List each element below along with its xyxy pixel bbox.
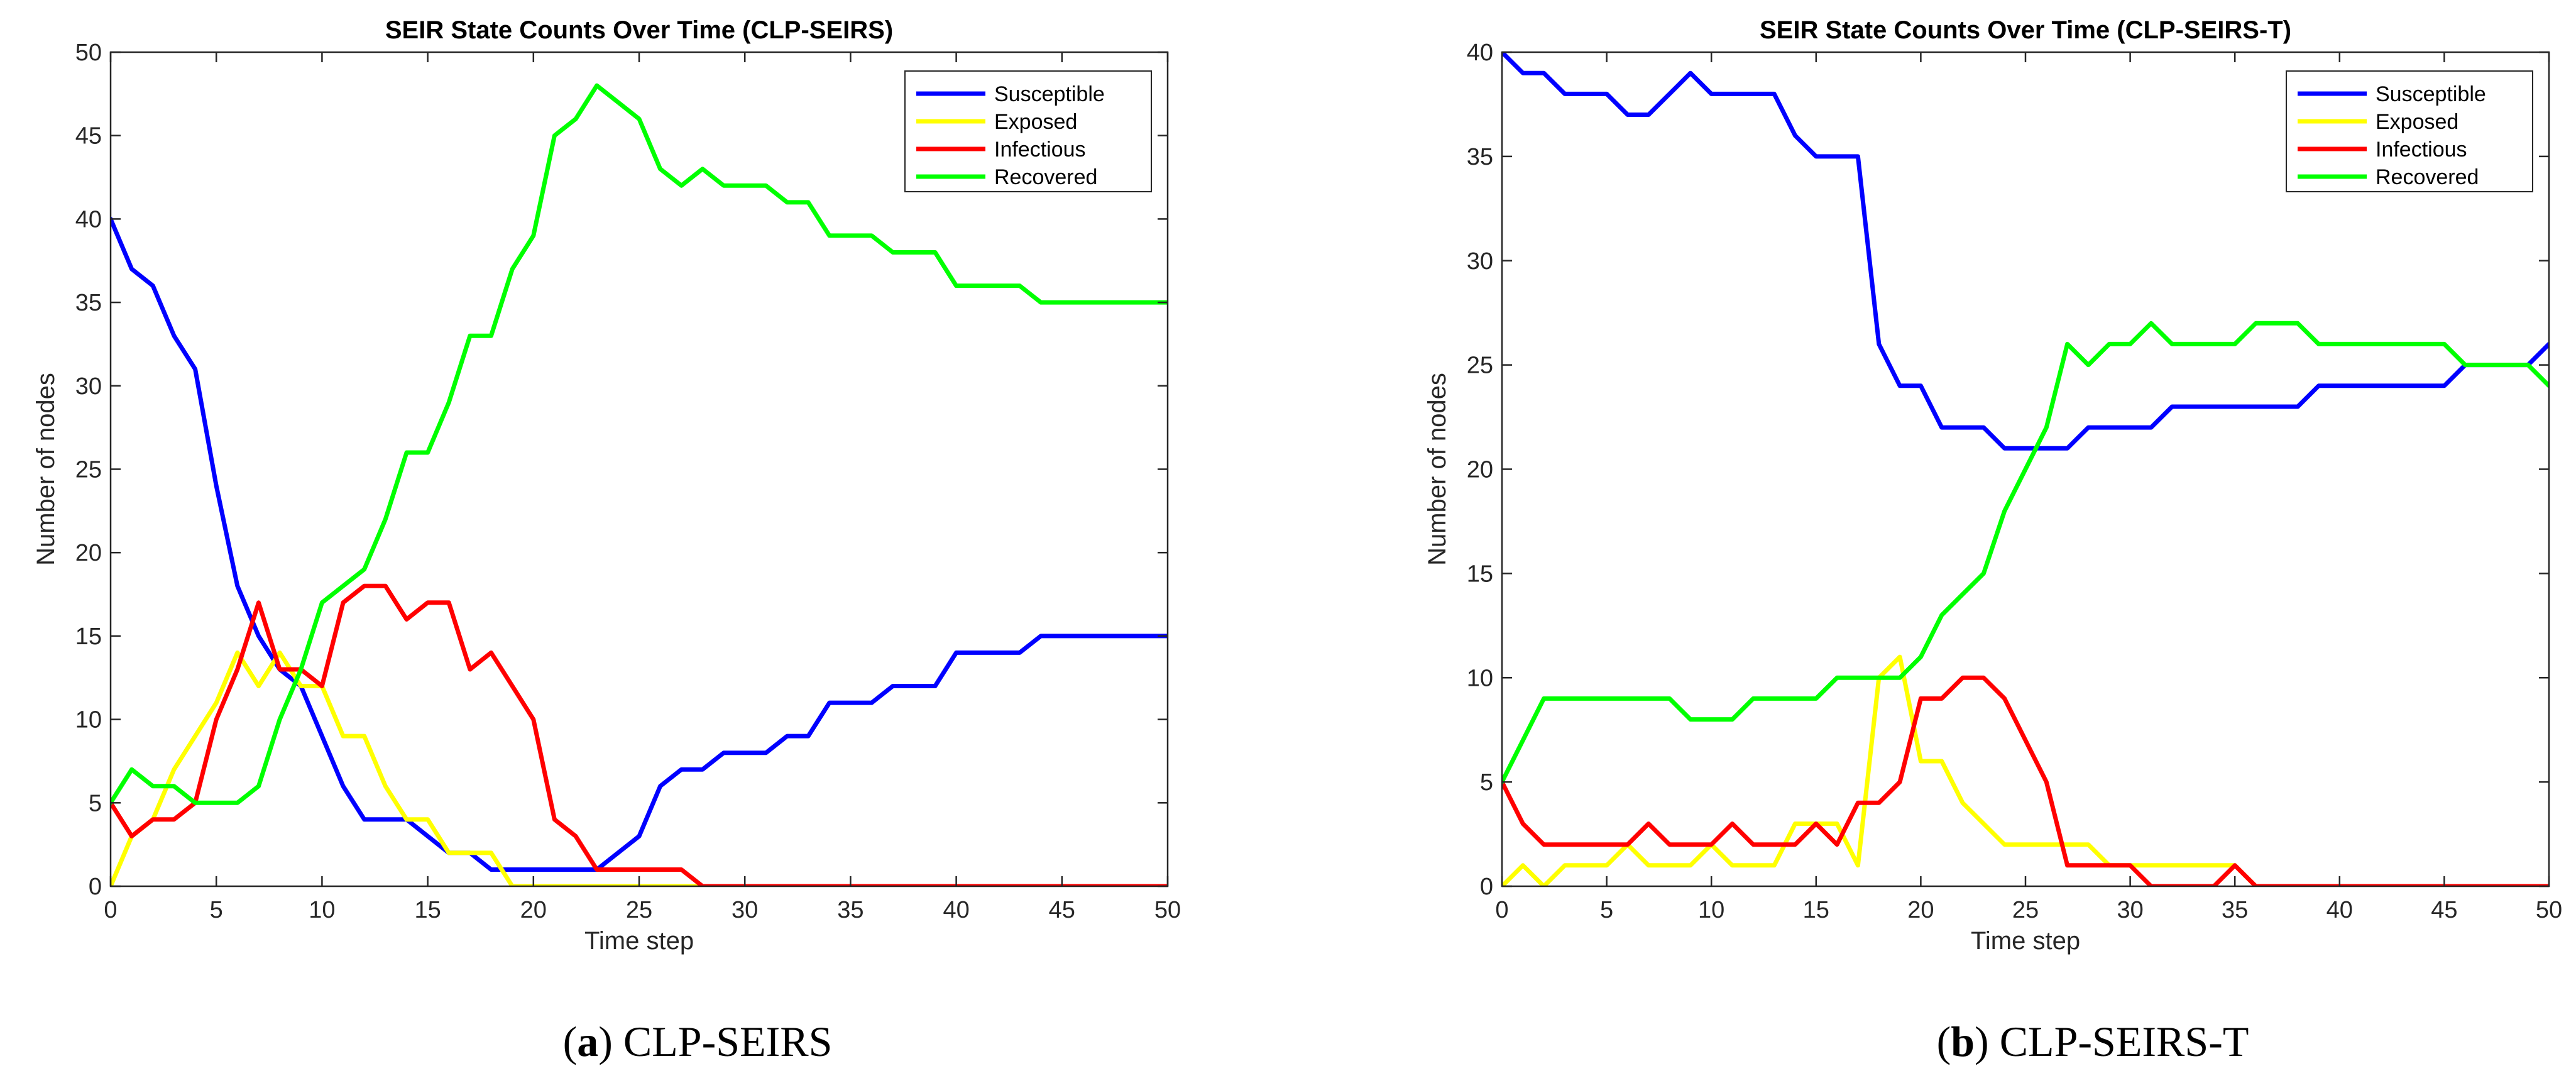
series-line-infectious [111,583,1168,886]
y-tick-label: 0 [89,874,102,900]
x-tick-label: 10 [309,897,335,923]
caption-a: (a) CLP-SEIRS [562,1018,833,1065]
y-tick-label: 25 [75,457,102,483]
series-line-infectious [1502,675,2549,886]
x-tick-label: 20 [1907,897,1934,923]
series-line-recovered [1502,321,2549,784]
y-axis-label: Number of nodes [1423,373,1451,566]
x-tick-label: 15 [1803,897,1829,923]
y-tick-label: 35 [75,290,102,316]
y-tick-label: 10 [75,707,102,734]
caption-letter: b [1951,1018,1975,1065]
x-tick-label: 30 [732,897,758,923]
y-tick-label: 35 [1467,144,1493,170]
x-tick-label: 30 [2117,897,2143,923]
x-tick-label: 15 [414,897,441,923]
x-tick-label: 25 [626,897,652,923]
chart-clp-seirs-t: 0 5 10 15 20 25 30 35 40 45 50 0 5 10 15 20 25 30 35 40 SEIR… [1423,16,2562,955]
series-line-susceptible [111,216,1168,872]
x-tick-label: 40 [943,897,969,923]
y-tick-label: 15 [75,624,102,650]
legend-label-infectious: Infectious [2376,138,2467,162]
legend-label-susceptible: Susceptible [994,82,1105,106]
x-tick-label: 35 [2222,897,2248,923]
x-tick-label: 0 [1495,897,1508,923]
y-tick-label: 25 [1467,353,1493,379]
y-tick-label: 40 [1467,40,1493,66]
y-tick-label: 30 [1467,248,1493,275]
y-tick-label: 15 [1467,561,1493,587]
x-tick-label: 20 [520,897,547,923]
y-tick-label: 5 [1480,769,1493,796]
y-tick-label: 40 [75,206,102,233]
y-tick-label: 20 [75,540,102,566]
series-line-exposed [1502,654,2549,886]
legend-label-exposed: Exposed [994,110,1077,134]
legend-box [2286,70,2533,192]
legend-label-recovered: Recovered [2376,165,2479,189]
caption-b: (b) CLP-SEIRS-T [1936,1018,2249,1065]
x-tick-label: 50 [1154,897,1181,923]
y-axis-label: Number of nodes [32,373,60,566]
chart-clp-seirs: 0 5 10 15 20 25 30 35 40 45 50 0 5 10 15 20 25 30 35 40 45 50… [32,16,1181,955]
y-tick-label: 5 [89,790,102,816]
legend-label-recovered: Recovered [994,165,1097,189]
x-tick-label: 40 [2327,897,2353,923]
series-line-susceptible [1502,52,2549,451]
x-tick-label: 5 [210,897,223,923]
series-line-recovered [111,83,1168,805]
x-tick-label: 35 [837,897,863,923]
y-tick-label: 30 [75,373,102,400]
legend-label-susceptible: Susceptible [2376,82,2486,106]
x-tick-label: 25 [2012,897,2039,923]
series-group [111,83,1168,886]
chart-title: SEIR State Counts Over Time (CLP-SEIRS) [385,16,893,44]
caption-text: CLP-SEIRS-T [1999,1018,2249,1065]
series-line-exposed [111,650,1168,886]
x-axis-label: Time step [584,927,694,955]
x-axis-label: Time step [1971,927,2080,955]
caption-letter: a [577,1018,599,1065]
caption-text: CLP-SEIRS [623,1018,833,1065]
y-tick-label: 50 [75,40,102,66]
chart-title: SEIR State Counts Over Time (CLP-SEIRS-T… [1760,16,2291,44]
legend: Susceptible Exposed Infectious Recovered [2286,70,2533,192]
legend-label-infectious: Infectious [994,138,1086,162]
series-group [1502,52,2549,886]
legend: Susceptible Exposed Infectious Recovered [904,70,1152,192]
y-tick-label: 45 [75,123,102,150]
x-tick-label: 0 [104,897,117,923]
x-tick-label: 5 [1600,897,1613,923]
y-tick-label: 10 [1467,665,1493,691]
y-tick-label: 0 [1480,874,1493,900]
y-tick-label: 20 [1467,457,1493,483]
legend-label-exposed: Exposed [2376,110,2458,134]
x-tick-label: 50 [2536,897,2562,923]
x-tick-label: 10 [1698,897,1724,923]
legend-box [904,70,1152,192]
x-tick-label: 45 [2431,897,2457,923]
x-tick-label: 45 [1049,897,1075,923]
